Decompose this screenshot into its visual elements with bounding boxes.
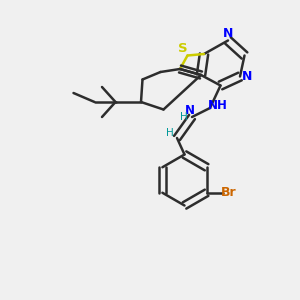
Text: N: N	[223, 27, 233, 40]
Text: S: S	[178, 42, 188, 56]
Text: NH: NH	[208, 99, 227, 112]
Text: H: H	[180, 112, 188, 122]
Text: N: N	[184, 104, 195, 118]
Text: Br: Br	[221, 186, 237, 199]
Text: N: N	[242, 70, 252, 83]
Text: H: H	[166, 128, 173, 139]
